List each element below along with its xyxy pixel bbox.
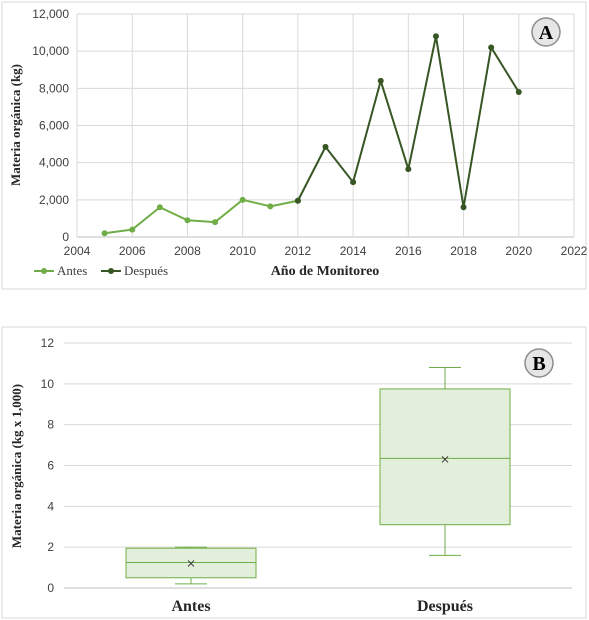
data-point-antes [212,219,219,226]
panel-a-x-tick-label: 2020 [505,244,532,258]
panel-a-x-tick-label: 2012 [285,244,312,258]
panel-b-y-axis-label: Materia orgánica (kg x 1,000) [9,384,24,548]
panel-a-y-tick-label: 12,000 [32,7,69,21]
panel-a-badge-label: A [539,22,554,44]
panel-a-badge-circle [531,17,561,47]
category-label-despues: Después [417,598,473,615]
panel-b-y-tick-label: 2 [47,540,54,554]
panel-a-x-tick-label: 2010 [229,244,256,258]
data-point-despues [515,89,522,96]
panel-a-x-tick-label: 2022 [561,244,588,258]
panel-a-y-tick-label: 4,000 [39,156,69,170]
panel-a-y-tick-label: 10,000 [32,44,69,58]
panel-b-y-tick-labels: 0 2 4 6 8 10 12 [41,336,55,595]
legend-item-despues: Después [101,263,168,278]
panel-a-y-tick-labels: 0 2,000 4,000 6,000 8,000 10,000 12,000 [32,7,69,244]
data-point-despues [294,197,301,204]
data-point-despues [460,204,467,211]
panel-b-y-tick-label: 8 [47,418,54,432]
panel-a-y-tick-label: 2,000 [39,193,69,207]
data-point-despues [432,33,439,40]
data-point-despues [350,179,357,186]
data-point-despues [377,77,384,84]
panel-b-box-plot: 0 2 4 6 8 10 12 Antes Después Materia orgánica … [1,326,587,619]
panel-a-x-tick-label: 2008 [174,244,201,258]
data-point-despues [405,166,412,173]
panel-a-badge: A [531,17,561,47]
legend-item-antes: Antes [34,263,87,278]
panel-a-y-tick-label: 6,000 [39,119,69,133]
panel-a-legend: Antes Después [34,263,168,278]
panel-a-x-tick-label: 2006 [119,244,146,258]
panel-a-x-tick-label: 2018 [450,244,477,258]
legend-antes-marker [41,268,47,274]
legend-antes-label: Antes [57,263,87,278]
category-label-antes: Antes [171,598,210,615]
data-point-despues [488,44,495,51]
panel-a-x-tick-label: 2004 [64,244,91,258]
panel-a-y-axis-label: Materia orgánica (kg) [8,64,23,186]
data-point-antes [129,226,136,233]
data-point-antes [267,203,274,210]
legend-despues-label: Después [124,263,168,278]
data-point-antes [239,196,246,203]
panel-a-x-axis-label: Año de Monitoreo [271,264,380,279]
data-point-antes [156,204,163,211]
panel-b-y-tick-label: 4 [47,499,54,513]
panel-a-x-tick-label: 2014 [340,244,367,258]
panel-a-y-tick-label: 8,000 [39,81,69,95]
panel-a-series [101,33,522,237]
legend-despues-marker [108,268,114,274]
panel-b-boxes [125,367,511,585]
panel-b-y-tick-label: 0 [47,581,54,595]
series-line-antes [104,198,299,235]
panel-a-y-tick-label: 0 [62,230,69,244]
box-mean-marker [187,560,195,567]
panel-b-category-labels: Antes Después [171,598,473,615]
panel-a-frame [1,1,587,290]
panel-b-y-tick-label: 10 [41,377,55,391]
panel-b-badge: B [524,348,554,378]
box-antes [125,546,257,585]
box-mean-marker [441,456,449,463]
data-point-despues [322,143,329,150]
panel-a-x-tick-label: 2016 [395,244,422,258]
panel-b-y-tick-label: 6 [47,459,54,473]
panel-b-y-tick-label: 12 [41,336,55,350]
panel-a-x-tick-labels: 2004 2006 2008 2010 2012 2014 2016 2018 2020 2022 [64,244,588,258]
box-despues [379,367,511,556]
data-point-antes [184,217,191,224]
panel-b-badge-label: B [532,353,545,375]
box-iqr [379,388,511,526]
data-point-antes [101,230,108,237]
panel-b-badge-circle [524,348,554,378]
